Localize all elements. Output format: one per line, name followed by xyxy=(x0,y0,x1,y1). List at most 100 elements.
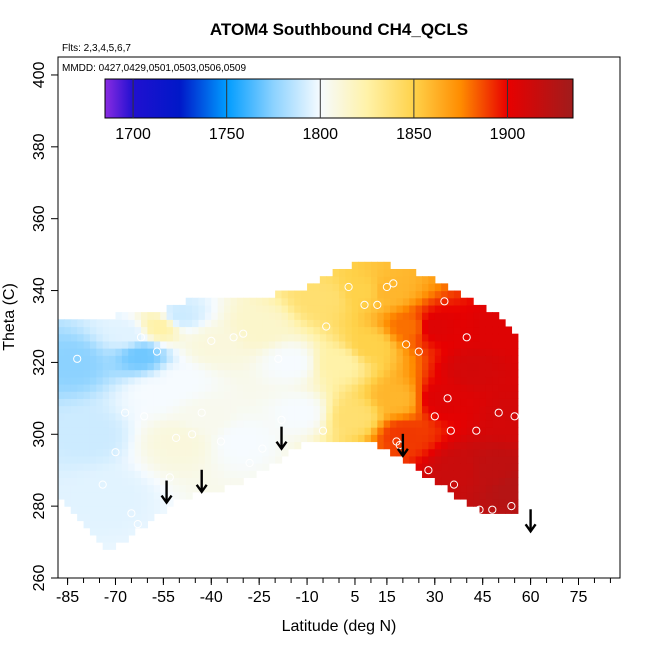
field-cell-1875 xyxy=(505,463,513,471)
field-cell-1438 xyxy=(402,340,410,349)
field-cell-431 xyxy=(147,398,155,407)
field-cell-1424 xyxy=(402,441,410,450)
field-cell-239 xyxy=(109,463,117,471)
field-cell-47 xyxy=(64,340,72,349)
field-cell-1052 xyxy=(300,312,308,320)
field-cell-163 xyxy=(89,326,97,335)
field-cell-1739 xyxy=(473,427,481,435)
field-cell-1215 xyxy=(345,283,353,292)
x-tick-label-4: -25 xyxy=(248,589,271,606)
field-cell-1179 xyxy=(339,369,346,378)
field-cell-1710 xyxy=(466,427,474,435)
field-cell-1529 xyxy=(422,283,430,292)
field-cell-1142 xyxy=(326,297,334,306)
field-cell-528 xyxy=(172,491,180,500)
field-cell-810 xyxy=(236,383,244,392)
field-cell-986 xyxy=(281,319,289,328)
field-cell-1497 xyxy=(415,312,423,320)
field-cell-1843 xyxy=(498,498,506,507)
field-cell-1760 xyxy=(479,484,487,493)
field-cell-1648 xyxy=(453,455,461,464)
field-cell-1315 xyxy=(370,276,378,284)
field-cell-998 xyxy=(287,391,295,399)
field-cell-256 xyxy=(109,340,117,349)
field-cell-539 xyxy=(172,412,180,421)
field-cell-1427 xyxy=(402,419,410,428)
field-cell-1025 xyxy=(294,355,302,364)
field-cell-1413 xyxy=(396,326,404,335)
field-cell-953 xyxy=(275,391,283,399)
field-cell-968 xyxy=(281,448,289,457)
field-cell-403 xyxy=(141,391,149,399)
observation-point-40 xyxy=(475,505,484,514)
field-cell-377 xyxy=(134,362,142,371)
field-cell-1410 xyxy=(396,348,404,356)
field-cell-1419 xyxy=(396,283,404,292)
field-cell-1010 xyxy=(287,304,295,313)
field-cell-940 xyxy=(268,319,276,328)
field-cell-1826 xyxy=(492,419,500,428)
field-cell-1345 xyxy=(383,434,391,443)
field-cell-213 xyxy=(102,419,110,428)
field-cell-1551 xyxy=(428,326,436,335)
field-cell-1320 xyxy=(377,427,385,435)
field-cell-956 xyxy=(275,369,283,378)
field-cell-586 xyxy=(185,463,193,471)
field-cell-803 xyxy=(236,434,244,443)
field-cell-368 xyxy=(134,427,142,435)
field-cell-493 xyxy=(160,355,168,364)
field-cell-772 xyxy=(230,470,238,478)
observation-point-25 xyxy=(373,300,382,309)
field-cell-164 xyxy=(89,319,97,328)
field-cell-836 xyxy=(243,376,251,385)
field-cell-299 xyxy=(121,484,129,493)
observation-point-30 xyxy=(402,340,411,349)
field-cell-1867 xyxy=(498,326,506,335)
field-cell-1019 xyxy=(294,398,302,407)
field-cell-991 xyxy=(287,441,295,450)
field-cell-459 xyxy=(153,398,161,407)
field-cell-1595 xyxy=(441,419,449,428)
field-cell-1768 xyxy=(479,427,487,435)
field-cell-419 xyxy=(147,484,155,493)
field-cell-1182 xyxy=(339,348,346,356)
field-cell-1836 xyxy=(492,348,500,356)
field-cell-1720 xyxy=(466,355,474,364)
field-cell-135 xyxy=(89,527,97,536)
field-cell-550 xyxy=(172,333,180,342)
field-cell-1259 xyxy=(358,319,366,328)
field-cell-293 xyxy=(121,527,129,536)
field-cell-715 xyxy=(211,312,219,320)
field-cell-1851 xyxy=(498,441,506,450)
field-cell-788 xyxy=(230,355,238,364)
field-cell-40 xyxy=(64,391,72,399)
field-cell-250 xyxy=(109,383,117,392)
field-cell-1786 xyxy=(485,506,493,514)
field-cell-1092 xyxy=(313,333,321,342)
field-cell-1460 xyxy=(409,376,417,385)
field-cell-892 xyxy=(255,326,263,335)
field-cell-983 xyxy=(281,340,289,349)
field-cell-97 xyxy=(77,376,85,385)
field-cell-1322 xyxy=(377,412,385,421)
field-cell-545 xyxy=(172,369,180,378)
field-cell-1806 xyxy=(485,362,493,371)
field-cell-1439 xyxy=(402,333,410,342)
field-cell-1886 xyxy=(505,383,513,392)
field-cell-1057 xyxy=(307,427,315,435)
field-cell-1209 xyxy=(345,326,353,335)
field-cell-1207 xyxy=(345,340,353,349)
observation-point-37 xyxy=(449,480,459,489)
field-cell-1817 xyxy=(492,484,500,493)
field-cell-1443 xyxy=(402,304,410,313)
field-cell-1475 xyxy=(409,268,417,277)
field-cell-371 xyxy=(134,405,142,414)
field-cell-699 xyxy=(211,427,219,435)
field-cell-1587 xyxy=(441,477,449,486)
field-cell-1175 xyxy=(339,398,346,407)
field-cell-976 xyxy=(281,391,289,399)
field-cell-1649 xyxy=(453,448,461,457)
field-cell-1239 xyxy=(351,283,359,292)
field-cell-1532 xyxy=(428,463,436,471)
field-cell-1711 xyxy=(466,419,474,428)
